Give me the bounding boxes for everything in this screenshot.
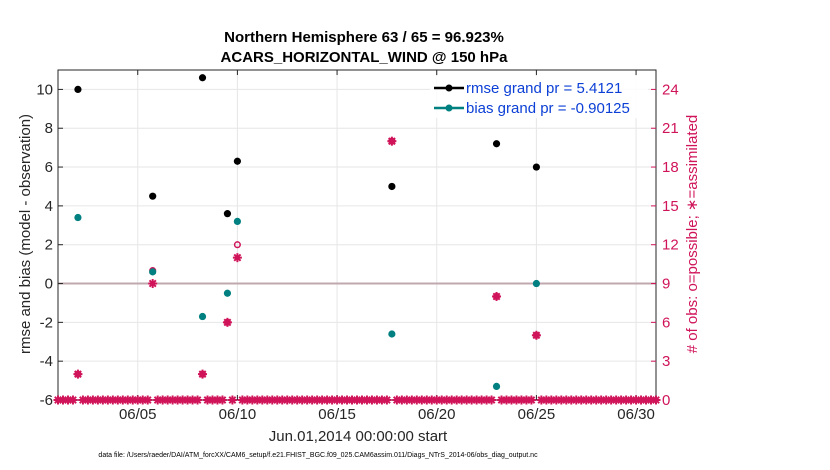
x-tick-label-4: 06/25 <box>518 406 556 423</box>
x-tick-label-1: 06/10 <box>219 406 257 423</box>
y-left-tick-label-1: -4 <box>40 353 53 370</box>
obs-assimilated-marker-5 <box>387 136 397 146</box>
obs-zero-marker-3 <box>68 395 78 405</box>
rmse-point-7 <box>532 163 541 171</box>
y-right-tick-label-3: 9 <box>662 276 670 293</box>
plot-frame <box>57 69 657 401</box>
obs-zero-marker-88 <box>526 395 536 405</box>
y-left-tick-label-0: -6 <box>40 392 53 409</box>
x-tick-label-3: 06/20 <box>418 406 456 423</box>
y-right-tick-label-7: 21 <box>662 120 679 137</box>
rmse-point-1 <box>149 192 157 200</box>
y-right-tick-label-2: 6 <box>662 314 670 331</box>
obs-zero-marker-61 <box>382 395 392 405</box>
y-left-tick-label-3: 0 <box>45 276 53 293</box>
y-left-tick-label-5: 4 <box>45 198 53 215</box>
x-axis-label: Jun.01,2014 00:00:00 start <box>269 428 448 445</box>
y-right-tick-label-1: 3 <box>662 353 670 370</box>
y-axis-right: 0 3 6 9 12 15 18 21 24 <box>651 81 679 409</box>
bias-point-4 <box>233 217 241 226</box>
obs-assimilated-marker-4 <box>232 253 242 263</box>
obs-zero-marker-112 <box>651 395 661 405</box>
x-tick-label-5: 06/30 <box>617 406 655 423</box>
legend-label-rmse: rmse grand pr = 5.4121 <box>466 80 622 97</box>
series-markers <box>74 74 541 391</box>
bias-point-1 <box>149 268 157 276</box>
legend-marker-bias <box>445 104 453 112</box>
legend-label-bias: bias grand pr = -0.90125 <box>466 100 630 117</box>
rmse-point-0 <box>74 85 82 94</box>
y-right-tick-label-6: 18 <box>662 159 679 176</box>
obs-assimilated-marker-2 <box>198 369 208 379</box>
obs-zero-marker-26 <box>193 395 203 405</box>
bias-point-0 <box>74 213 82 222</box>
obs-zero-marker-30 <box>217 395 227 405</box>
y-right-tick-label-0: 0 <box>662 392 670 409</box>
chart-title-line1: Northern Hemisphere 63 / 65 = 96.923% <box>224 29 504 46</box>
bias-point-7 <box>532 279 541 288</box>
obs-assimilated-marker-1 <box>148 279 158 289</box>
x-tick-label-2: 06/15 <box>318 406 356 423</box>
y-left-tick-label-7: 8 <box>45 120 53 137</box>
bias-point-5 <box>388 330 396 338</box>
rmse-point-2 <box>198 74 207 82</box>
obs-assimilated-marker-3 <box>222 317 232 327</box>
obs-zero-marker-81 <box>487 395 497 405</box>
rmse-point-5 <box>388 182 396 191</box>
grid <box>58 70 656 401</box>
obs-possible-marker-4 <box>233 241 241 249</box>
y-left-tick-label-4: 2 <box>45 237 53 254</box>
legend-marker-rmse <box>445 84 453 92</box>
rmse-point-3 <box>223 210 232 218</box>
y-axis-left: -6 -4 -2 0 2 4 6 8 10 <box>36 81 63 409</box>
legend: rmse grand pr = 5.4121 bias grand pr = -… <box>430 76 648 118</box>
chart-title-line2: ACARS_HORIZONTAL_WIND @ 150 hPa <box>221 49 509 66</box>
rmse-point-6 <box>492 140 501 148</box>
obs-count-markers <box>53 136 661 405</box>
bias-point-2 <box>198 312 207 321</box>
y-left-tick-label-8: 10 <box>36 81 53 98</box>
x-tick-label-0: 06/05 <box>119 406 157 423</box>
y-right-tick-label-8: 24 <box>662 81 679 98</box>
obs-assimilated-marker-6 <box>492 291 502 301</box>
data-file-footer: data file: /Users/raeder/DAI/ATM_forcXX/… <box>98 452 538 459</box>
y-right-tick-label-4: 12 <box>662 237 679 254</box>
y-left-tick-label-2: -2 <box>40 314 53 331</box>
obs-assimilated-marker-0 <box>73 369 83 379</box>
bias-point-6 <box>492 382 501 391</box>
y-axis-left-label: rmse and bias (model - observation) <box>17 114 34 354</box>
obs-zero-marker-31 <box>227 395 237 405</box>
y-right-tick-label-5: 15 <box>662 198 679 215</box>
obs-zero-marker-107 <box>626 395 636 405</box>
y-axis-right-label: # of obs: o=possible; ∗=assimilated <box>684 115 701 354</box>
legend-box <box>430 76 648 118</box>
x-axis: 06/05 06/10 06/15 06/20 06/25 06/30 <box>119 70 655 423</box>
obs-assimilated-marker-7 <box>531 330 541 340</box>
rmse-point-4 <box>233 157 241 165</box>
y-left-tick-label-6: 6 <box>45 159 53 176</box>
obs-zero-marker-17 <box>143 395 153 405</box>
bias-point-3 <box>223 289 232 297</box>
